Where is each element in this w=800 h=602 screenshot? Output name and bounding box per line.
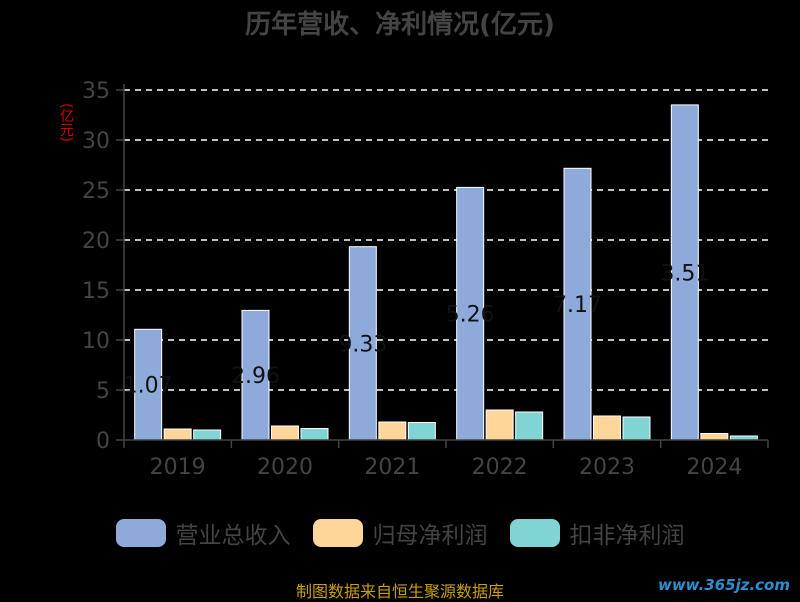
y-tick-label: 25: [82, 179, 110, 204]
bar: [193, 429, 222, 441]
gridlines: [124, 89, 768, 391]
bar-data-label: 9.33: [338, 332, 387, 357]
x-tick-label: 2023: [579, 455, 635, 480]
bar: [300, 428, 329, 441]
bar: [485, 409, 514, 441]
legend-item-deducted-profit[interactable]: 扣非净利润: [509, 516, 685, 550]
legend-swatch-net-profit: [312, 519, 363, 547]
bar-data-label: 1.07: [124, 374, 173, 399]
y-tick-label: 5: [96, 379, 110, 404]
bars: [134, 104, 758, 441]
axes: 0 5 10 15 20 25 30 35 2019 2020 2021 2022 2023 2024: [82, 79, 769, 480]
legend-swatch-revenue: [115, 519, 166, 547]
y-tick-label: 15: [82, 279, 110, 304]
y-tick-label: 20: [82, 229, 110, 254]
chart-title: 历年营收、净利情况(亿元): [245, 10, 555, 40]
bar: [515, 411, 544, 441]
x-tick-label: 2022: [472, 455, 528, 480]
bar: [378, 421, 407, 441]
bar: [622, 416, 651, 441]
bar-data-label: 5.26: [446, 303, 495, 328]
bar: [593, 415, 621, 441]
y-tick-label: 30: [82, 129, 110, 154]
x-tick-label: 2021: [364, 455, 420, 480]
legend: 营业总收入 归母净利润 扣非净利润: [0, 516, 800, 550]
bar: [163, 428, 192, 441]
legend-label-deducted-profit: 扣非净利润: [569, 523, 685, 549]
y-tick-label: 0: [96, 429, 110, 454]
legend-item-revenue[interactable]: 营业总收入: [115, 516, 291, 550]
data-source-note: 制图数据来自恒生聚源数据库: [295, 582, 504, 601]
legend-swatch-deducted-profit: [509, 519, 560, 547]
x-tick-label: 2020: [257, 455, 313, 480]
bar: [670, 104, 699, 441]
bar: [241, 309, 270, 441]
legend-item-net-profit[interactable]: 归母净利润: [312, 516, 488, 550]
bar-data-label: 7.17: [553, 293, 602, 318]
bar: [271, 425, 299, 441]
bar-data-label: 3.51: [660, 261, 709, 286]
y-axis-unit: (亿元): [58, 102, 74, 142]
legend-label-net-profit: 归母净利润: [372, 523, 488, 549]
bar-data-label: 2.96: [231, 364, 280, 389]
bar: [407, 422, 436, 441]
x-tick-label: 2024: [686, 455, 742, 480]
data-labels: 1.07 2.96 9.33 5.26 7.17 3.51: [124, 261, 710, 398]
bar: [563, 167, 592, 441]
x-tick-label: 2019: [150, 455, 206, 480]
y-tick-label: 35: [82, 79, 110, 104]
watermark: www.365jz.com: [657, 576, 790, 594]
bar: [700, 433, 729, 441]
bar: [134, 328, 163, 441]
y-tick-label: 10: [82, 329, 110, 354]
legend-label-revenue: 营业总收入: [175, 523, 291, 549]
